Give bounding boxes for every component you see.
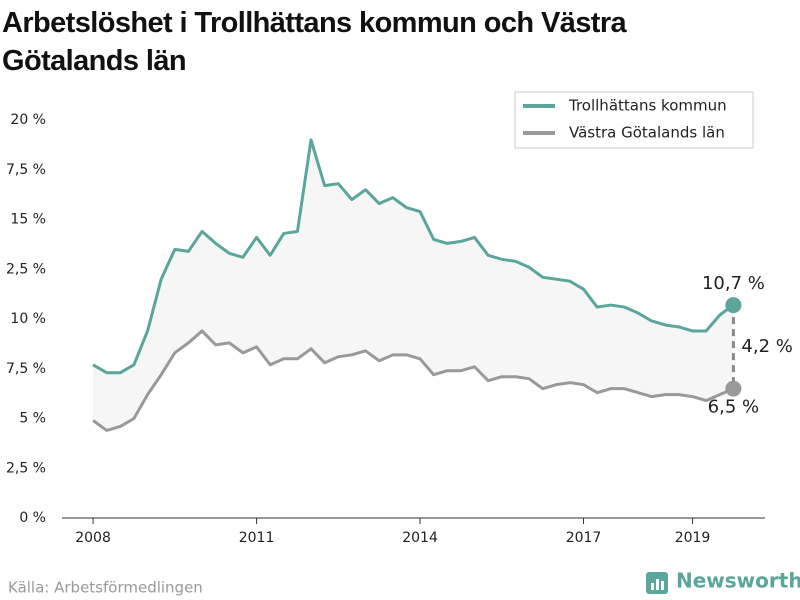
logo-icon-bar [656, 579, 659, 590]
end-marker [725, 380, 742, 397]
chart-title: Arbetslöshet i Trollhättans kommun och V… [2, 7, 627, 77]
y-tick-label: 15 % [10, 212, 46, 228]
gap-area [93, 139, 734, 431]
source: Källa: Arbetsförmedlingen [8, 579, 203, 597]
y-tick-label: 20 % [10, 112, 46, 128]
logo-icon-bar [661, 581, 664, 590]
x-tick-label: 2008 [75, 530, 111, 546]
end-label: 6,5 % [708, 397, 759, 418]
y-tick-label: 2,5 % [6, 261, 46, 277]
x-tick-label: 2011 [239, 530, 275, 546]
y-tick-label: 7,5 % [6, 361, 46, 377]
y-tick-label: 2,5 % [6, 460, 46, 476]
line [92, 329, 734, 432]
y-tick-label: 10 % [10, 311, 46, 327]
legend-label: Västra Götalands län [569, 124, 725, 142]
difference-label: 4,2 % [741, 336, 792, 357]
x-tick-label: 2014 [402, 530, 438, 546]
line [92, 138, 735, 375]
logo-icon-bar [651, 583, 654, 590]
legend-label: Trollhättans kommun [568, 97, 727, 115]
y-tick-label: 5 % [19, 411, 46, 427]
y-tick-label: 7,5 % [6, 162, 46, 178]
x-tick-label: 2017 [566, 530, 602, 546]
end-label: 10,7 % [702, 273, 765, 294]
brand: Newsworthy [676, 569, 800, 593]
legend-box [514, 91, 754, 149]
y-tick-label: 0 % [19, 510, 46, 526]
end-marker [725, 297, 742, 314]
x-tick-label: 2019 [675, 530, 711, 546]
